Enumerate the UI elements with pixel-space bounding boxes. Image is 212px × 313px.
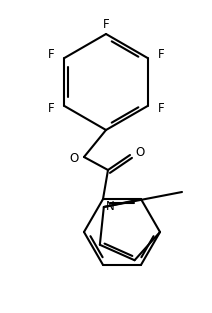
Text: F: F — [158, 102, 164, 115]
Text: O: O — [70, 151, 79, 165]
Text: O: O — [135, 146, 144, 160]
Text: F: F — [158, 49, 164, 61]
Text: F: F — [48, 49, 54, 61]
Text: F: F — [103, 18, 109, 32]
Text: N: N — [106, 201, 114, 213]
Text: F: F — [48, 102, 54, 115]
